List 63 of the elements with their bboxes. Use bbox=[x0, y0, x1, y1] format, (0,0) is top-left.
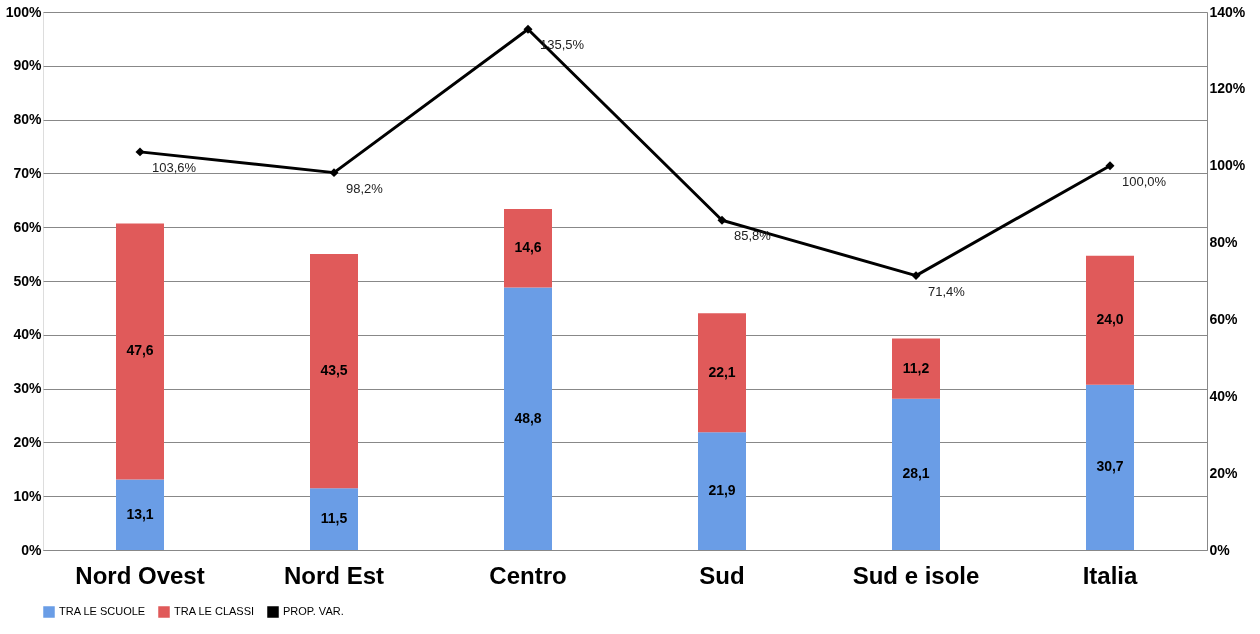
data-label: 24,0 bbox=[1096, 311, 1124, 328]
y-tick-label: 80% bbox=[13, 111, 43, 128]
bar bbox=[310, 254, 358, 489]
data-label: 48,8 bbox=[514, 409, 542, 426]
x-tick-label: Sud bbox=[699, 561, 745, 589]
bar bbox=[504, 287, 552, 550]
y-tick-label: 30% bbox=[13, 380, 43, 397]
point bbox=[329, 168, 339, 178]
data-label: 21,9 bbox=[708, 482, 736, 499]
y-tick-label: 10% bbox=[13, 487, 43, 504]
y2-tick-label: 40% bbox=[1209, 387, 1239, 404]
bar bbox=[504, 208, 552, 288]
x-tick-label: Nord Ovest bbox=[75, 561, 205, 589]
bar bbox=[698, 313, 746, 433]
data-label: 22,1 bbox=[708, 363, 736, 380]
point bbox=[911, 271, 921, 281]
bar bbox=[892, 338, 940, 399]
data-label: 13,1 bbox=[126, 505, 154, 522]
legend-label: TRA LE CLASSI bbox=[174, 605, 255, 617]
data-label: 85,8% bbox=[734, 228, 772, 244]
y2-tick-label: 0% bbox=[1209, 541, 1231, 558]
x-tick-label: Sud e isole bbox=[852, 561, 980, 589]
y2-tick-label: 60% bbox=[1209, 310, 1239, 327]
data-label: 71,4% bbox=[928, 283, 966, 299]
bar bbox=[116, 223, 164, 480]
y-tick-label: 40% bbox=[13, 326, 43, 343]
data-label: 103,6% bbox=[152, 159, 197, 175]
bar bbox=[1086, 384, 1134, 550]
y2-tick-label: 80% bbox=[1209, 234, 1239, 251]
data-label: 28,1 bbox=[902, 465, 930, 482]
x-tick-label: Italia bbox=[1082, 561, 1138, 589]
bar bbox=[116, 479, 164, 550]
point bbox=[523, 24, 533, 34]
data-label: 14,6 bbox=[514, 239, 542, 256]
y-tick-label: 0% bbox=[21, 541, 43, 558]
x-tick-label: Centro bbox=[489, 561, 567, 589]
bar bbox=[892, 398, 940, 550]
y2-tick-label: 100% bbox=[1209, 157, 1246, 174]
x-tick-label: Nord Est bbox=[283, 561, 385, 589]
point bbox=[135, 147, 145, 157]
bar bbox=[1086, 255, 1134, 385]
y2-tick-label: 140% bbox=[1209, 3, 1246, 20]
data-label: 100,0% bbox=[1122, 173, 1167, 189]
y2-tick-label: 20% bbox=[1209, 464, 1239, 481]
data-label: 47,6 bbox=[126, 342, 154, 359]
y-tick-label: 50% bbox=[13, 272, 43, 289]
point bbox=[717, 215, 727, 225]
bar bbox=[698, 432, 746, 550]
y-tick-label: 90% bbox=[13, 57, 43, 74]
y2-tick-label: 120% bbox=[1209, 80, 1246, 97]
legend-label: TRA LE SCUOLE bbox=[59, 605, 146, 617]
legend-label: PROP. VAR. bbox=[283, 605, 344, 617]
point bbox=[1105, 161, 1115, 171]
data-label: 11,5 bbox=[320, 510, 348, 527]
y-tick-label: 100% bbox=[5, 3, 43, 20]
bar bbox=[310, 488, 358, 550]
y-tick-label: 70% bbox=[13, 164, 43, 181]
y-tick-label: 20% bbox=[13, 433, 43, 450]
data-label: 43,5 bbox=[320, 362, 348, 379]
y-tick-label: 60% bbox=[13, 218, 43, 235]
data-label: 98,2% bbox=[346, 180, 384, 196]
data-label: 30,7 bbox=[1096, 458, 1124, 475]
data-label: 11,2 bbox=[902, 359, 930, 376]
